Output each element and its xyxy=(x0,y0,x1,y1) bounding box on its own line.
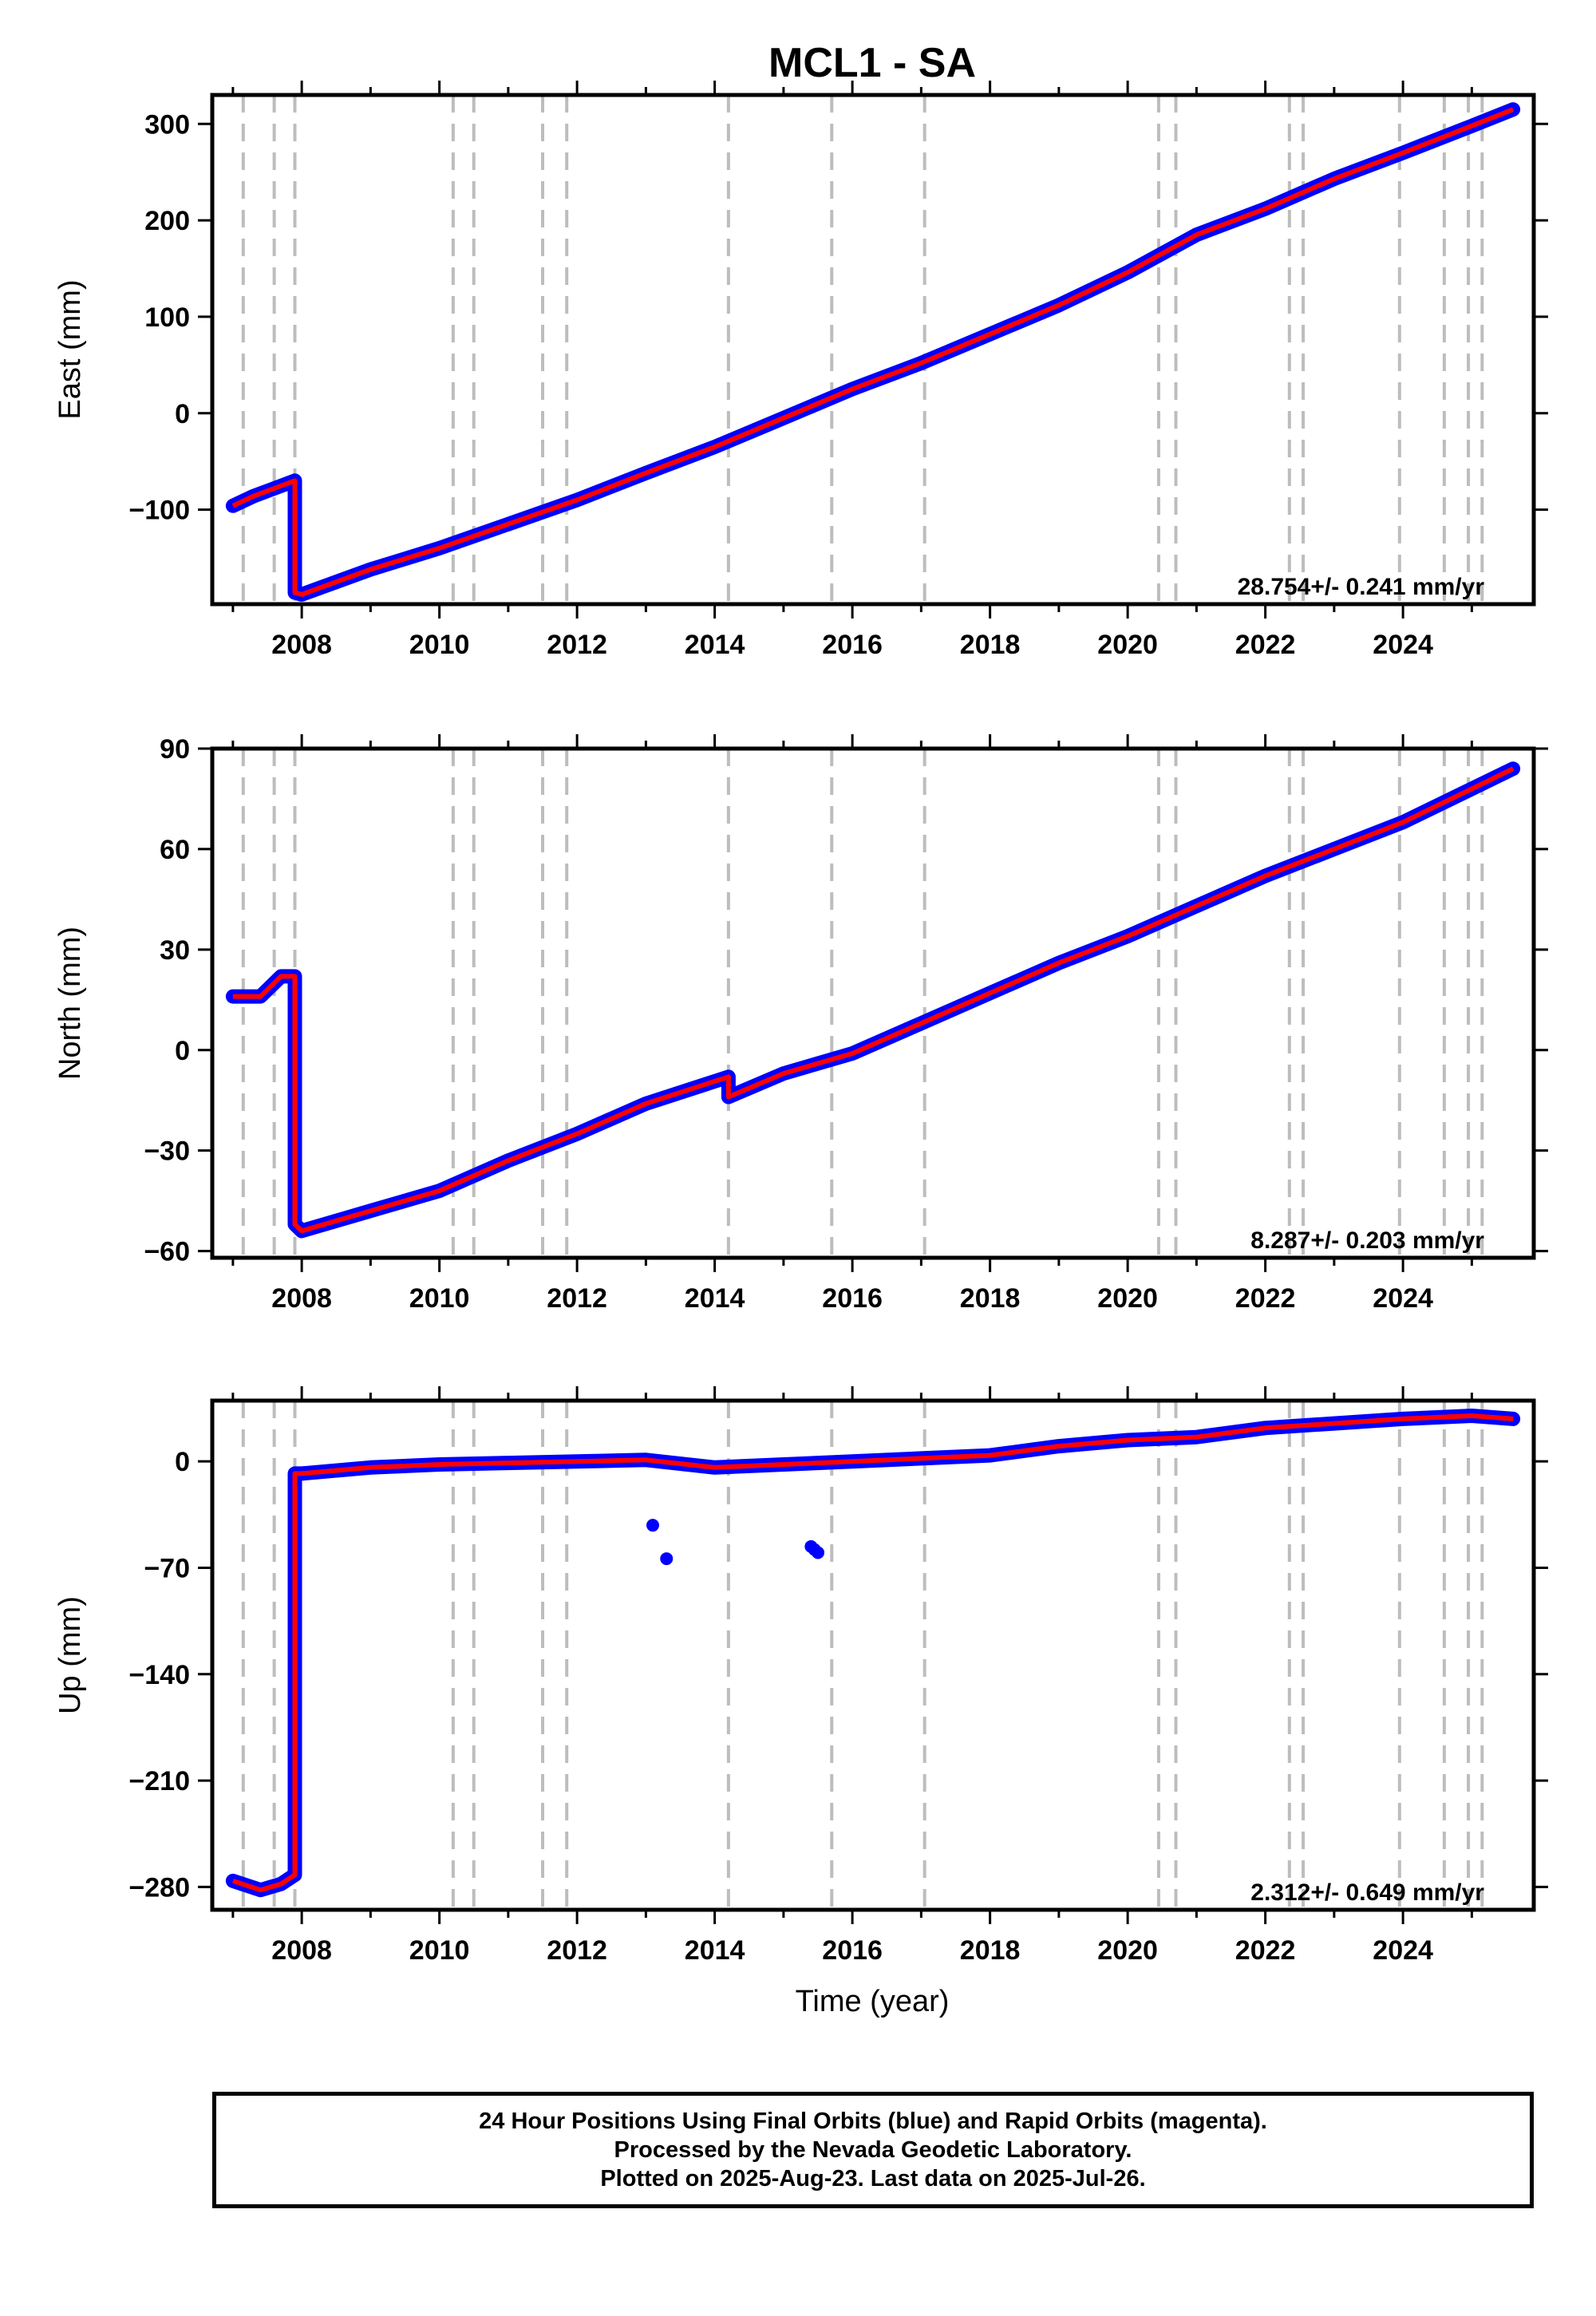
x-tick-label: 2018 xyxy=(960,630,1021,660)
x-tick-label: 2020 xyxy=(1097,630,1158,660)
y-axis-label: North (mm) xyxy=(53,927,87,1080)
info-line-orbits: 24 Hour Positions Using Final Orbits (bl… xyxy=(479,2109,1267,2134)
plot-frame xyxy=(210,746,1536,1260)
info-box: 24 Hour Positions Using Final Orbits (bl… xyxy=(212,2092,1534,2208)
y-tick-label: 0 xyxy=(175,1447,190,1477)
x-tick-label: 2016 xyxy=(822,1283,883,1314)
y-tick-label: −140 xyxy=(128,1660,190,1690)
x-tick-label: 2016 xyxy=(822,1935,883,1966)
y-tick-label: −70 xyxy=(144,1553,190,1583)
x-tick-label: 2022 xyxy=(1235,1935,1296,1966)
x-tick-label: 2014 xyxy=(685,1283,745,1314)
x-tick-label: 2024 xyxy=(1373,1283,1433,1314)
x-tick-label: 2022 xyxy=(1235,1283,1296,1314)
x-tick-label: 2024 xyxy=(1373,630,1433,660)
y-tick-label: −280 xyxy=(128,1872,190,1903)
y-tick-label: −30 xyxy=(144,1136,190,1167)
x-tick-label: 2010 xyxy=(409,630,470,660)
info-line-processed: Processed by the Nevada Geodetic Laborat… xyxy=(614,2137,1132,2163)
plot-frame xyxy=(210,93,1536,607)
info-line-dates: Plotted on 2025-Aug-23. Last data on 202… xyxy=(600,2166,1146,2192)
x-tick-label: 2012 xyxy=(547,1935,607,1966)
x-tick-label: 2008 xyxy=(271,1935,332,1966)
y-tick-label: −60 xyxy=(144,1237,190,1267)
panel-east: 2008 2010 2012 2014 2016 2018 2020 2022 2024 −100… xyxy=(53,81,1548,660)
x-tick-label: 2014 xyxy=(685,1935,745,1966)
y-axis-label: East (mm) xyxy=(53,279,87,419)
observations-up xyxy=(225,1409,1521,1898)
rate-label: 2.312+/- 0.649 mm/yr xyxy=(1250,1879,1484,1906)
x-tick-label: 2024 xyxy=(1373,1935,1433,1966)
x-tick-label: 2008 xyxy=(271,1283,332,1314)
plot-frame xyxy=(210,1398,1536,1912)
fit-line-north xyxy=(232,766,1515,1234)
y-tick-label: −100 xyxy=(128,496,190,526)
rate-label: 28.754+/- 0.241 mm/yr xyxy=(1238,574,1485,600)
x-tick-label: 2016 xyxy=(822,630,883,660)
y-tick-label: 100 xyxy=(144,302,190,333)
observations-north xyxy=(225,761,1521,1239)
x-axis-label: Time (year) xyxy=(796,1985,950,2018)
x-tick-label: 2012 xyxy=(547,630,607,660)
x-tick-label: 2018 xyxy=(960,1283,1021,1314)
y-tick-label: 300 xyxy=(144,109,190,140)
outlier-point xyxy=(660,1552,674,1566)
y-tick-label: 200 xyxy=(144,206,190,236)
outlier-point xyxy=(812,1546,824,1559)
y-tick-label: 0 xyxy=(175,399,190,429)
y-tick-label: −210 xyxy=(128,1766,190,1796)
x-tick-label: 2020 xyxy=(1097,1935,1158,1966)
x-tick-label: 2008 xyxy=(271,630,332,660)
panel-up: 2008 2010 2012 2014 2016 2018 2020 2022 2024 −280… xyxy=(53,1386,1548,1966)
chart-title: MCL1 - SA xyxy=(768,40,976,86)
x-tick-label: 2010 xyxy=(409,1283,470,1314)
x-tick-label: 2014 xyxy=(685,630,745,660)
x-tick-label: 2018 xyxy=(960,1935,1021,1966)
y-tick-label: 30 xyxy=(160,935,190,966)
y-tick-label: 0 xyxy=(175,1036,190,1066)
outlier-point xyxy=(646,1519,659,1532)
x-tick-label: 2012 xyxy=(547,1283,607,1314)
fit-line-east xyxy=(231,107,1515,597)
x-tick-label: 2022 xyxy=(1235,630,1296,660)
y-tick-label: 90 xyxy=(160,734,190,765)
y-axis-label: Up (mm) xyxy=(53,1596,87,1714)
fit-line-up xyxy=(231,1413,1514,1893)
x-tick-label: 2010 xyxy=(409,1935,470,1966)
rate-label: 8.287+/- 0.203 mm/yr xyxy=(1250,1227,1484,1254)
x-tick-label: 2020 xyxy=(1097,1283,1158,1314)
panel-north: 2008 2010 2012 2014 2016 2018 2020 2022 2024 −60 −… xyxy=(53,734,1548,1314)
y-tick-label: 60 xyxy=(160,835,190,865)
